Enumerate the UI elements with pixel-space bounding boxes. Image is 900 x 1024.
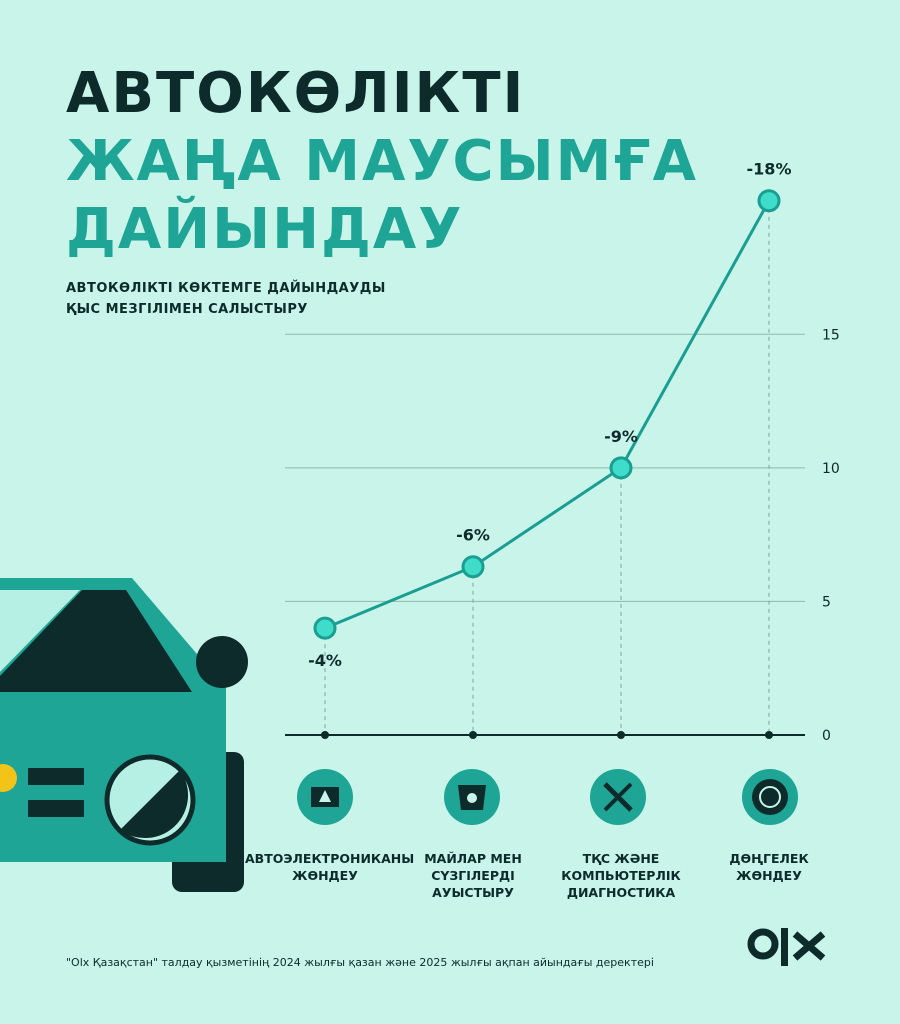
subtitle-line: АВТОКӨЛІКТІ КӨКТЕМГЕ ДАЙЫНДАУДЫ (66, 281, 386, 296)
olx-logo (747, 928, 826, 966)
point (461, 555, 485, 579)
baseline-dot (469, 731, 477, 739)
category-label-line: ЖӨНДЕУ (736, 868, 802, 883)
category-label-line: СҮЗГІЛЕРДІ (431, 868, 515, 883)
value-label: -9% (604, 427, 638, 446)
category-label-line: ДИАГНОСТИКА (566, 885, 676, 900)
baseline-dot (765, 731, 773, 739)
category-label: ТҚС ЖӘНЕ КОМПЬЮТЕРЛІК ДИАГНОСТИКА (541, 850, 701, 901)
category-label-line: АУЫСТЫРУ (432, 885, 514, 900)
y-tick-label: 5 (822, 594, 831, 610)
category-label-line: МАЙЛАР МЕН (424, 851, 522, 866)
y-tick-label: 15 (822, 327, 840, 343)
baseline-dot (617, 731, 625, 739)
subtitle-line: ҚЫС МЕЗГІЛІМЕН САЛЫСТЫРУ (66, 302, 308, 317)
title-line: ЖАҢА МАУСЫМҒА (66, 129, 698, 194)
baseline-dot (321, 731, 329, 739)
title-line: ДАЙЫНДАУ (66, 197, 464, 262)
y-tick-label: 0 (822, 728, 831, 744)
category-label-line: ТҚС ЖӘНЕ (582, 851, 660, 866)
point (313, 616, 337, 640)
category-label-line: КОМПЬЮТЕРЛІК (561, 868, 681, 883)
category-label: АВТОЭЛЕКТРОНИКАНЫ ЖӨНДЕУ (245, 850, 415, 884)
category-label-line: АВТОЭЛЕКТРОНИКАНЫ (245, 851, 415, 866)
y-tick-label: 10 (822, 461, 840, 477)
point (609, 456, 633, 480)
category-icons (297, 769, 798, 825)
value-label: -4% (308, 651, 342, 670)
category-label: МАЙЛАР МЕН СҮЗГІЛЕРДІ АУЫСТЫРУ (393, 850, 553, 901)
value-label: -6% (456, 526, 490, 545)
category-label-line: ЖӨНДЕУ (292, 868, 358, 883)
category-label: ДӨҢГЕЛЕК ЖӨНДЕУ (689, 850, 849, 884)
category-label-line: ДӨҢГЕЛЕК (729, 851, 809, 866)
value-label: -18% (747, 160, 792, 179)
title-line: АВТОКӨЛІКТІ (66, 61, 526, 126)
line (324, 199, 771, 630)
point (757, 189, 781, 213)
footnote: "Olx Қазақстан" талдау қызметінің 2024 ж… (66, 956, 654, 969)
car-illustration (0, 578, 248, 892)
